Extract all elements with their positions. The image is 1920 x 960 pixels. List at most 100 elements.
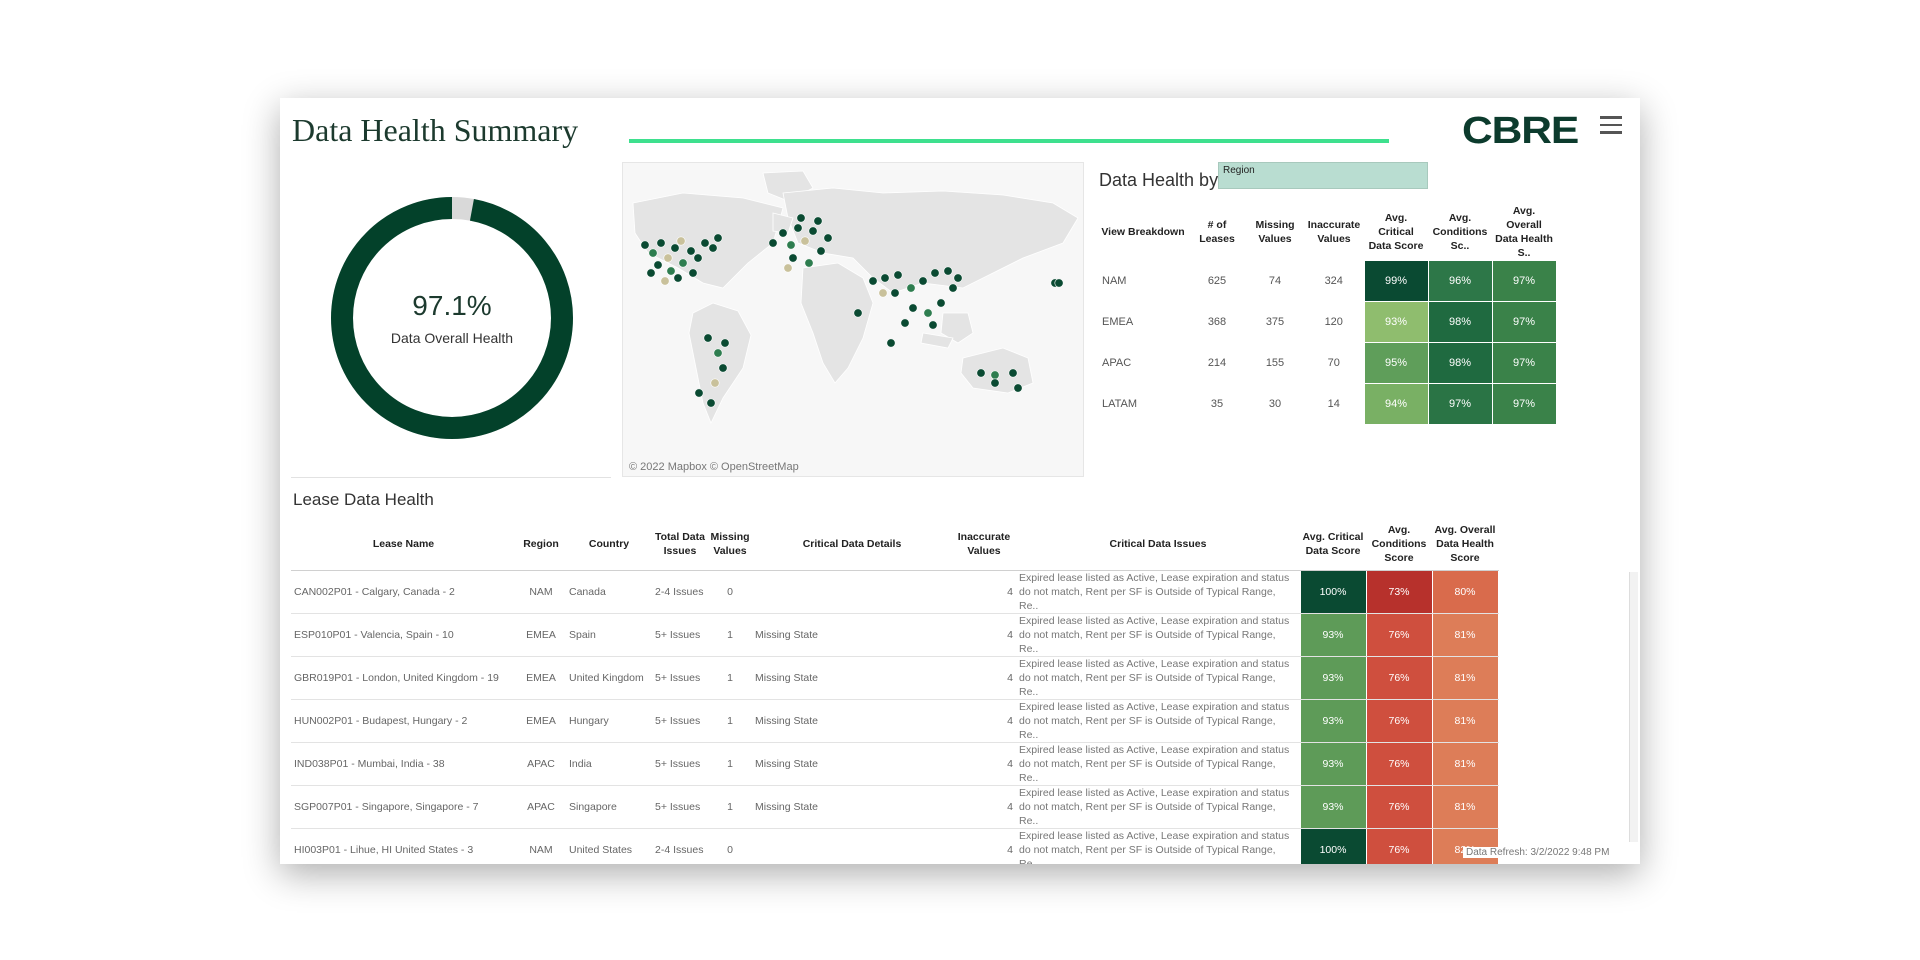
map-marker[interactable] bbox=[923, 308, 933, 318]
map-marker[interactable] bbox=[868, 276, 878, 286]
map-marker[interactable] bbox=[768, 238, 778, 248]
col-avg-conditions[interactable]: Avg. Conditions Score bbox=[1366, 518, 1432, 571]
map-marker[interactable] bbox=[976, 368, 986, 378]
overall-score: 97% bbox=[1491, 342, 1557, 384]
col-avg-overall[interactable]: Avg. Overall Data Health S.. bbox=[1495, 205, 1553, 259]
map-marker[interactable] bbox=[804, 258, 814, 268]
map-marker[interactable] bbox=[886, 338, 896, 348]
map-marker[interactable] bbox=[1013, 383, 1023, 393]
map-marker[interactable] bbox=[783, 263, 793, 273]
lease-name: CAN002P01 - Calgary, Canada - 2 bbox=[291, 570, 516, 614]
map-marker[interactable] bbox=[678, 258, 688, 268]
map-marker[interactable] bbox=[796, 213, 806, 223]
map-marker[interactable] bbox=[788, 253, 798, 263]
col-avg-critical[interactable]: Avg. Critical Data Score bbox=[1368, 212, 1424, 252]
map-marker[interactable] bbox=[928, 320, 938, 330]
map-marker[interactable] bbox=[793, 223, 803, 233]
map-marker[interactable] bbox=[666, 266, 676, 276]
map-marker[interactable] bbox=[694, 388, 704, 398]
map-marker[interactable] bbox=[908, 303, 918, 313]
map-marker[interactable] bbox=[813, 216, 823, 226]
map-marker[interactable] bbox=[718, 363, 728, 373]
table-row[interactable]: NAM 625 74 324 99% 96% 97% bbox=[1098, 260, 1557, 302]
table-scrollbar[interactable] bbox=[1629, 572, 1638, 842]
map-marker[interactable] bbox=[943, 266, 953, 276]
col-inaccurate-values[interactable]: Inaccurate Values bbox=[952, 518, 1016, 571]
map-marker[interactable] bbox=[936, 298, 946, 308]
col-country[interactable]: Country bbox=[566, 518, 652, 571]
col-region[interactable]: Region bbox=[516, 518, 566, 571]
map-marker[interactable] bbox=[703, 333, 713, 343]
col-inaccurate-values[interactable]: Inaccurate Values bbox=[1307, 219, 1361, 246]
map-marker[interactable] bbox=[713, 348, 723, 358]
map-marker[interactable] bbox=[640, 240, 650, 250]
table-row[interactable]: HI003P01 - Lihue, HI United States - 3 NA… bbox=[291, 828, 1499, 864]
map-marker[interactable] bbox=[880, 273, 890, 283]
col-leases[interactable]: # of Leases bbox=[1199, 219, 1235, 246]
table-row[interactable]: EMEA 368 375 120 93% 98% 97% bbox=[1098, 301, 1557, 343]
map-marker[interactable] bbox=[800, 236, 810, 246]
col-avg-overall[interactable]: Avg. Overall Data Health Score bbox=[1432, 518, 1498, 571]
map-marker[interactable] bbox=[648, 248, 658, 258]
map-marker[interactable] bbox=[1008, 368, 1018, 378]
map-marker[interactable] bbox=[656, 238, 666, 248]
map-marker[interactable] bbox=[808, 226, 818, 236]
map-marker[interactable] bbox=[878, 288, 888, 298]
map-marker[interactable] bbox=[823, 233, 833, 243]
map-marker[interactable] bbox=[816, 246, 826, 256]
map-marker[interactable] bbox=[660, 276, 670, 286]
total-issues: 2-4 Issues bbox=[652, 828, 708, 864]
table-row[interactable]: CAN002P01 - Calgary, Canada - 2 NAM Canada… bbox=[291, 570, 1499, 614]
map-marker[interactable] bbox=[890, 288, 900, 298]
table-row[interactable]: LATAM 35 30 14 94% 97% 97% bbox=[1098, 383, 1557, 425]
map-marker[interactable] bbox=[990, 378, 1000, 388]
map-marker[interactable] bbox=[853, 308, 863, 318]
col-avg-conditions[interactable]: Avg. Conditions Sc.. bbox=[1432, 212, 1488, 252]
map-marker[interactable] bbox=[948, 283, 958, 293]
table-row[interactable]: ESP010P01 - Valencia, Spain - 10 EMEA Spai… bbox=[291, 613, 1499, 657]
col-missing-values[interactable]: Missing Values bbox=[1255, 219, 1295, 246]
map-marker[interactable] bbox=[786, 240, 796, 250]
col-critical-issues[interactable]: Critical Data Issues bbox=[1016, 518, 1300, 571]
map-marker[interactable] bbox=[663, 253, 673, 263]
map-marker[interactable] bbox=[990, 370, 1000, 380]
table-row[interactable]: IND038P01 - Mumbai, India - 38 APAC India 5… bbox=[291, 742, 1499, 786]
map-marker[interactable] bbox=[693, 253, 703, 263]
map-marker[interactable] bbox=[1054, 278, 1064, 288]
col-critical-details[interactable]: Critical Data Details bbox=[752, 518, 952, 571]
map-marker[interactable] bbox=[893, 270, 903, 280]
map-marker[interactable] bbox=[720, 338, 730, 348]
map-marker[interactable] bbox=[706, 398, 716, 408]
map-marker[interactable] bbox=[713, 233, 723, 243]
col-missing-values[interactable]: Missing Values bbox=[708, 518, 752, 571]
map-marker[interactable] bbox=[700, 238, 710, 248]
col-view-breakdown[interactable]: View Breakdown bbox=[1101, 226, 1185, 239]
table-row[interactable]: APAC 214 155 70 95% 98% 97% bbox=[1098, 342, 1557, 384]
world-map[interactable]: © 2022 Mapbox © OpenStreetMap bbox=[622, 162, 1084, 477]
map-marker[interactable] bbox=[670, 243, 680, 253]
map-marker[interactable] bbox=[953, 273, 963, 283]
map-marker[interactable] bbox=[906, 283, 916, 293]
map-marker[interactable] bbox=[708, 243, 718, 253]
map-marker[interactable] bbox=[900, 318, 910, 328]
map-marker[interactable] bbox=[686, 246, 696, 256]
col-lease-name[interactable]: Lease Name bbox=[291, 518, 516, 571]
map-marker[interactable] bbox=[646, 268, 656, 278]
critical-score: 93% bbox=[1299, 613, 1367, 657]
hamburger-menu-icon[interactable] bbox=[1600, 116, 1622, 134]
table-row[interactable]: GBR019P01 - London, United Kingdom - 19 E… bbox=[291, 656, 1499, 700]
map-marker[interactable] bbox=[918, 276, 928, 286]
breakdown-selector[interactable]: Region bbox=[1218, 162, 1428, 189]
map-marker[interactable] bbox=[930, 268, 940, 278]
table-row[interactable]: SGP007P01 - Singapore, Singapore - 7 APAC… bbox=[291, 785, 1499, 829]
map-marker[interactable] bbox=[676, 236, 686, 246]
map-marker[interactable] bbox=[653, 260, 663, 270]
map-marker[interactable] bbox=[778, 228, 788, 238]
map-marker[interactable] bbox=[673, 273, 683, 283]
col-total-issues[interactable]: Total Data Issues bbox=[652, 518, 708, 571]
lease-country: India bbox=[566, 742, 652, 786]
col-avg-critical[interactable]: Avg. Critical Data Score bbox=[1300, 518, 1366, 571]
table-row[interactable]: HUN002P01 - Budapest, Hungary - 2 EMEA Hun… bbox=[291, 699, 1499, 743]
map-marker[interactable] bbox=[688, 268, 698, 278]
map-marker[interactable] bbox=[710, 378, 720, 388]
